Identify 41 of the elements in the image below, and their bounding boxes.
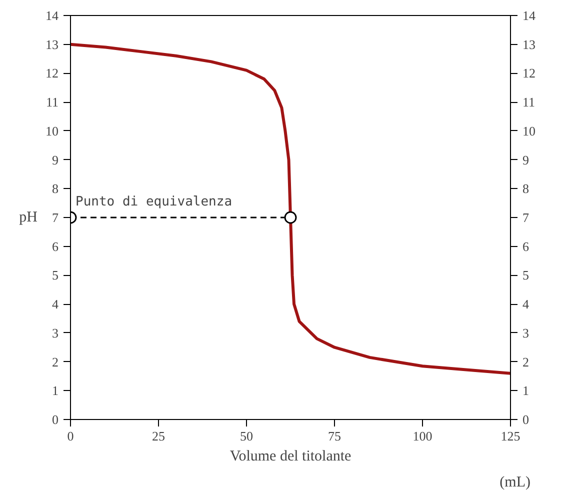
y-tick-label: 11 [46,94,59,110]
y-tick-label: 1 [52,383,58,398]
y-tick-label: 9 [52,152,58,168]
y-axis-title: pH [19,210,38,226]
y2-tick-label: 10 [522,123,536,138]
x-tick-label: 100 [412,428,432,444]
y-tick-label: 10 [46,123,58,138]
line-series [70,42,510,375]
y2-tick-label: 9 [522,152,529,168]
y2-tick-label: 14 [522,8,536,23]
x-tick-label: 125 [500,428,520,444]
x-tick-label: 0 [67,428,74,444]
y2-tick-label: 7 [522,210,530,225]
y-tick-label: 5 [52,268,58,283]
text: (mL) [500,474,531,490]
y2-tick-label: 5 [522,268,529,283]
y-tick-label: 2 [52,354,58,370]
annotation: Punto di equivalenza [76,194,232,210]
y-tick-label: 3 [52,325,58,340]
y2-tick-label: 6 [522,238,530,254]
x-tick-label: 75 [328,428,341,444]
y2-tick-label: 4 [522,296,530,312]
y-tick-label: 0 [52,412,58,427]
y-tick-label: 14 [46,8,59,23]
y-tick-label: 7 [52,210,59,225]
y-tick-label: 4 [52,296,59,312]
y2-tick-label: 0 [522,412,529,427]
x-tick-label: 50 [240,428,253,444]
x-axis-title: Volume del titolante [230,448,352,464]
y2-tick-label: 3 [522,325,529,340]
y2-tick-label: 2 [522,354,529,370]
y2-tick-label: 8 [522,181,529,196]
y-tick-label: 12 [46,66,58,81]
y2-tick-label: 12 [522,66,536,81]
y-tick-label: 8 [52,181,58,196]
y2-tick-label: 13 [522,36,536,52]
y2-tick-label: 11 [522,94,536,110]
y-tick-label: 6 [52,238,59,254]
y-tick-label: 13 [46,36,58,52]
y2-tick-label: 1 [522,383,529,398]
x-tick-label: 25 [152,428,165,444]
